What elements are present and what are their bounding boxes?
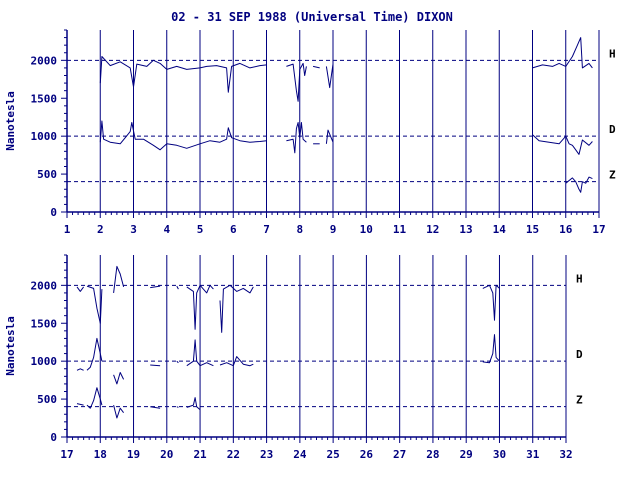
series-line-z [86,387,103,409]
x-tick-label: 28 [426,448,439,461]
series-line-h [482,284,500,321]
series-line-d [113,372,125,385]
component-label-h: H [609,47,616,60]
chart-title: 02 - 31 SEP 1988 (Universal Time) DIXON [171,10,453,24]
x-tick-label: 29 [460,448,473,461]
x-tick-label: 24 [293,448,307,461]
series-line-h [325,64,334,89]
y-tick-label: 1000 [31,130,58,143]
series-line-h [86,285,103,324]
series-line-z [565,176,593,193]
x-tick-label: 31 [526,448,540,461]
x-tick-label: 15 [526,223,539,236]
y-tick-label: 0 [50,431,57,444]
series-line-h [186,284,214,330]
y-axis-title: Nanotesla [4,316,17,376]
x-tick-label: 16 [559,223,573,236]
series-line-h [219,284,254,333]
series-line-d [532,134,593,155]
x-tick-label: 22 [227,448,240,461]
series-line-h [150,285,161,289]
x-tick-label: 19 [127,448,140,461]
series-line-z [150,406,161,409]
y-tick-label: 1500 [31,92,58,105]
series-line-d [186,339,214,367]
x-tick-label: 18 [94,448,107,461]
component-label-z: Z [576,394,583,407]
y-tick-label: 500 [37,393,57,406]
series-line-d [76,368,84,371]
series-line-h [312,65,320,69]
x-tick-label: 1 [64,223,71,236]
x-tick-label: 27 [393,448,406,461]
series-line-d [150,364,161,367]
x-tick-label: 4 [163,223,170,236]
x-tick-label: 10 [360,223,373,236]
x-tick-label: 6 [230,223,237,236]
series-line-z [76,403,84,406]
y-tick-label: 2000 [31,54,58,67]
x-tick-label: 17 [592,223,605,236]
x-tick-label: 30 [493,448,506,461]
series-line-d [286,122,307,154]
y-tick-label: 500 [37,168,57,181]
series-line-h [113,265,125,293]
y-tick-label: 1500 [31,317,58,330]
x-tick-label: 20 [160,448,173,461]
component-label-z: Z [609,169,616,182]
component-label-d: D [609,123,616,136]
x-tick-label: 21 [193,448,207,461]
x-tick-label: 5 [197,223,204,236]
x-tick-label: 2 [97,223,104,236]
series-line-d [219,356,254,367]
x-tick-label: 12 [426,223,439,236]
series-line-d [176,360,179,364]
x-tick-label: 14 [493,223,507,236]
series-line-z [186,397,201,411]
component-label-h: H [576,272,583,285]
series-line-d [99,120,267,151]
y-tick-label: 0 [50,206,57,219]
series-line-h [176,285,179,290]
y-tick-label: 1000 [31,355,58,368]
x-tick-label: 9 [330,223,337,236]
x-tick-label: 3 [130,223,137,236]
series-line-z [176,406,179,408]
x-tick-label: 25 [327,448,340,461]
y-axis-title: Nanotesla [4,91,17,151]
panel-bottom: 0 500 1000 1500 2000 17 18 19 20 21 22 23 24 25 26 27 28… [4,254,583,461]
series-line-h [286,62,307,102]
x-tick-label: 32 [559,448,572,461]
component-label-d: D [576,348,583,361]
x-tick-label: 8 [296,223,303,236]
series-line-d [482,334,500,364]
series-line-h [99,56,267,93]
x-tick-label: 23 [260,448,273,461]
series-line-d [86,337,103,371]
x-tick-label: 13 [459,223,472,236]
series-line-h [532,37,593,69]
y-tick-label: 2000 [31,279,58,292]
series-line-h [76,286,85,292]
x-tick-label: 17 [60,448,73,461]
series-line-z [113,404,124,419]
x-tick-label: 11 [393,223,407,236]
x-tick-label: 7 [263,223,270,236]
x-tick-label: 26 [360,448,374,461]
series-line-d [325,129,334,144]
